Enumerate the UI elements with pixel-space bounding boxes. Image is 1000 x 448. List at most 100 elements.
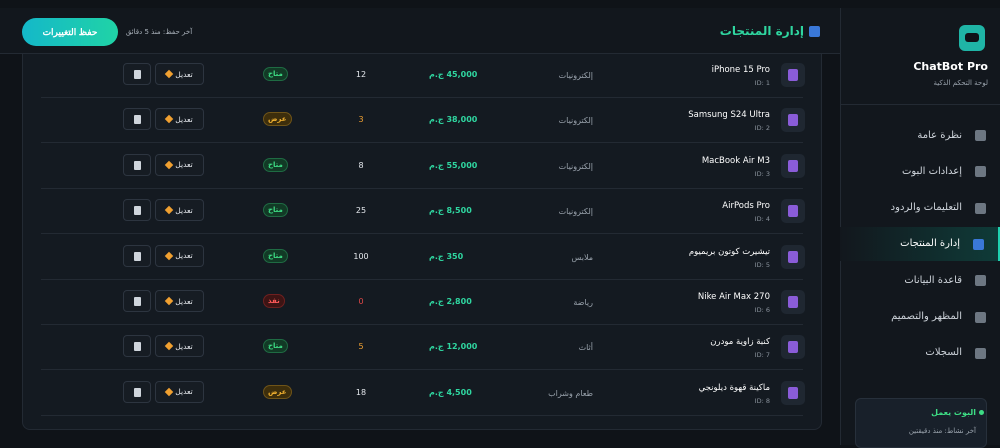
product-row: iPhone 15 Pro ID: 1 إلكترونيات 45,000 ج.م 12… xyxy=(41,53,805,98)
status-badge: عرض xyxy=(263,384,292,399)
product-name: iPhone 15 Pro xyxy=(711,65,770,75)
edit-button[interactable]: تعديل xyxy=(155,380,204,403)
category: إلكترونيات xyxy=(558,71,593,80)
edit-button[interactable]: تعديل xyxy=(155,290,204,312)
product-id: ID: 3 xyxy=(754,169,770,178)
product-icon xyxy=(781,108,805,133)
delete-button[interactable] xyxy=(123,380,151,403)
edit-icon xyxy=(165,296,174,306)
edit-button[interactable]: تعديل xyxy=(155,335,204,358)
page-title-text: إدارة المنتجات xyxy=(719,24,804,38)
edit-label: تعديل xyxy=(175,205,193,215)
edit-label: تعديل xyxy=(175,341,193,351)
bot-status: البوت يعمل آخر نشاط: منذ دقيقتين xyxy=(855,398,987,448)
nav-icon xyxy=(975,202,986,214)
category: إلكترونيات xyxy=(558,161,593,171)
delete-button[interactable] xyxy=(123,244,151,267)
nav-item[interactable]: إدارة المنتجات xyxy=(840,226,1000,261)
price: 4,500 ج.م xyxy=(429,387,472,397)
product-icon xyxy=(781,290,805,314)
nav-label: نظرة عامة xyxy=(917,129,962,141)
edit-label: تعديل xyxy=(175,296,193,306)
delete-button[interactable] xyxy=(123,290,151,312)
stock: 0 xyxy=(358,297,364,306)
stock: 12 xyxy=(355,70,367,79)
product-icon xyxy=(781,335,805,360)
product-id: ID: 5 xyxy=(754,260,770,269)
category: ملابس xyxy=(571,252,593,262)
delete-button[interactable] xyxy=(123,335,151,358)
price: 2,800 ج.م xyxy=(429,297,472,306)
category: طعام وشراب xyxy=(548,388,593,398)
status-badge: متاح xyxy=(263,67,288,81)
brand: ChatBot Pro xyxy=(913,60,988,73)
status-badge: متاح xyxy=(263,203,288,218)
last-saved: آخر حفظ: منذ 5 دقائق xyxy=(125,28,193,36)
stock: 3 xyxy=(358,115,364,125)
edit-label: تعديل xyxy=(175,251,193,261)
status-title-text: البوت يعمل xyxy=(931,408,976,417)
edit-icon xyxy=(165,251,174,260)
product-name: Nike Air Max 270 xyxy=(697,292,770,302)
product-name: كنبة زاوية مودرن xyxy=(710,337,770,348)
price: 45,000 ج.م xyxy=(429,70,478,79)
stock: 8 xyxy=(358,160,364,170)
nav-icon xyxy=(975,311,986,323)
product-name: Samsung S24 Ultra xyxy=(688,110,770,121)
product-icon xyxy=(781,63,805,87)
nav-item[interactable]: التعليمات والردود xyxy=(840,191,1000,225)
edit-label: تعديل xyxy=(175,160,193,170)
category: أثاث xyxy=(578,343,593,353)
product-id: ID: 6 xyxy=(754,306,770,314)
edit-button[interactable]: تعديل xyxy=(155,153,204,176)
status-badge: نفذ xyxy=(263,294,285,308)
nav-icon xyxy=(975,347,986,359)
edit-icon xyxy=(165,160,174,170)
nav-item[interactable]: قاعدة البيانات xyxy=(840,263,1000,297)
delete-button[interactable] xyxy=(123,108,151,131)
edit-button[interactable]: تعديل xyxy=(155,199,204,222)
nav-label: المظهر والتصميم xyxy=(891,311,962,322)
edit-label: تعديل xyxy=(175,387,193,397)
product-name: MacBook Air M3 xyxy=(701,155,770,166)
status-badge: عرض xyxy=(263,112,292,127)
nav-label: السجلات xyxy=(925,347,962,359)
edit-button[interactable]: تعديل xyxy=(155,244,204,267)
delete-button[interactable] xyxy=(123,63,151,85)
nav-item[interactable]: المظهر والتصميم xyxy=(840,300,1000,334)
status-title: البوت يعمل xyxy=(931,408,984,417)
nav-item[interactable]: نظرة عامة xyxy=(840,118,1000,152)
status-badge: متاح xyxy=(263,157,288,172)
nav-item[interactable]: السجلات xyxy=(840,336,1000,370)
save-button[interactable]: حفظ التغييرات xyxy=(22,18,118,46)
product-name: تيشيرت كوتون بريميوم xyxy=(688,246,770,257)
nav-label: قاعدة البيانات xyxy=(904,274,962,286)
category: رياضة xyxy=(573,298,593,307)
stock: 5 xyxy=(358,342,364,352)
product-id: ID: 8 xyxy=(754,396,770,405)
category: إلكترونيات xyxy=(558,116,593,126)
stock: 100 xyxy=(353,251,369,261)
product-row: MacBook Air M3 ID: 3 إلكترونيات 55,000 ج.م 8… xyxy=(41,144,805,189)
edit-button[interactable]: تعديل xyxy=(155,63,204,85)
nav-icon xyxy=(975,166,986,178)
product-icon xyxy=(781,153,805,178)
edit-icon xyxy=(165,69,174,79)
product-row: AirPods Pro ID: 4 إلكترونيات 8,500 ج.م 25 متا… xyxy=(41,189,805,235)
logo xyxy=(959,25,985,51)
product-id: ID: 1 xyxy=(754,79,770,87)
delete-button[interactable] xyxy=(123,153,151,176)
nav-label: إعدادات البوت xyxy=(901,165,962,177)
product-name: ماكينة قهوة ديلونجي xyxy=(698,382,770,393)
products-table: iPhone 15 Pro ID: 1 إلكترونيات 45,000 ج.م 12… xyxy=(22,54,822,430)
edit-icon xyxy=(165,205,174,215)
delete-button[interactable] xyxy=(123,199,151,222)
nav-label: إدارة المنتجات xyxy=(900,238,960,250)
status-badge: متاح xyxy=(263,248,288,263)
product-id: ID: 4 xyxy=(754,215,770,224)
edit-button[interactable]: تعديل xyxy=(155,108,204,131)
page-title: إدارة المنتجات xyxy=(720,24,820,38)
nav-item[interactable]: إعدادات البوت xyxy=(840,154,1000,188)
edit-icon xyxy=(165,342,174,351)
